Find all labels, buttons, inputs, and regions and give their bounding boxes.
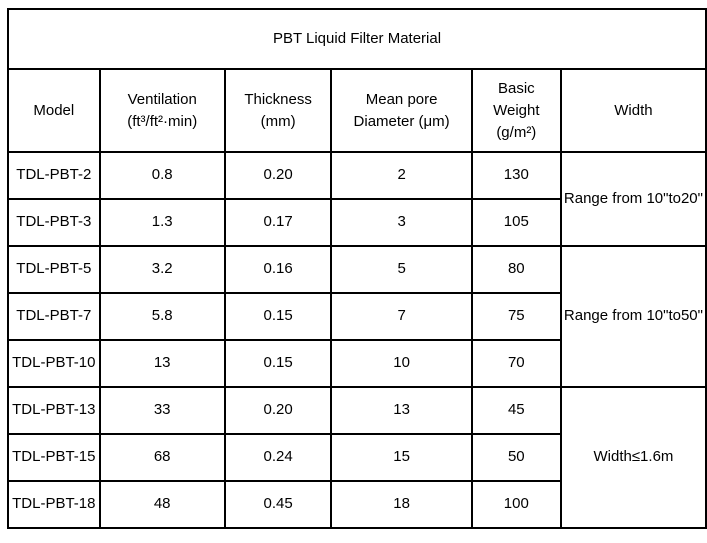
thickness-cell: 0.45 xyxy=(223,480,333,529)
ventilation-cell: 3.2 xyxy=(98,245,226,294)
model-cell: TDL-PBT-5 xyxy=(7,245,101,294)
col-header-width: Width xyxy=(559,68,707,153)
col-header-ventilation: Ventilation (ft³/ft²·min) xyxy=(98,68,226,153)
table-row: TDL-PBT-5 3.2 0.16 5 80 Range from 10"to… xyxy=(7,245,707,388)
header-line: Ventilation xyxy=(127,90,197,108)
mean-pore-cell: 2 xyxy=(330,151,473,200)
basic-weight-cell: 105 xyxy=(470,198,562,247)
ventilation-cell: 1.3 xyxy=(98,198,226,247)
mean-pore-cell: 15 xyxy=(330,433,473,482)
basic-weight-cell: 75 xyxy=(470,292,562,341)
header-line: Mean pore xyxy=(365,90,438,108)
model-cell: TDL-PBT-7 xyxy=(7,292,101,341)
basic-weight-cell: 70 xyxy=(470,339,562,388)
thickness-cell: 0.15 xyxy=(223,292,333,341)
table-row: TDL-PBT-13 33 0.20 13 45 Width≤1.6m xyxy=(7,386,707,529)
header-unit-line: (mm) xyxy=(260,112,296,130)
model-cell: TDL-PBT-13 xyxy=(7,386,101,435)
ventilation-cell: 33 xyxy=(98,386,226,435)
header-line: Thickness xyxy=(244,90,312,108)
header-line: Model xyxy=(33,101,75,119)
ventilation-cell: 0.8 xyxy=(98,151,226,200)
mean-pore-cell: 7 xyxy=(330,292,473,341)
col-header-thickness: Thickness (mm) xyxy=(223,68,333,153)
width-group-cell: Range from 10"to20" xyxy=(559,151,707,247)
basic-weight-cell: 100 xyxy=(470,480,562,529)
col-header-model: Model xyxy=(7,68,101,153)
model-cell: TDL-PBT-15 xyxy=(7,433,101,482)
basic-weight-cell: 130 xyxy=(470,151,562,200)
mean-pore-cell: 5 xyxy=(330,245,473,294)
thickness-cell: 0.20 xyxy=(223,151,333,200)
title-row: PBT Liquid Filter Material xyxy=(7,8,707,70)
thickness-cell: 0.17 xyxy=(223,198,333,247)
col-header-basic-weight: Basic Weight (g/m²) xyxy=(470,68,562,153)
width-group-cell: Width≤1.6m xyxy=(559,386,707,529)
table-title: PBT Liquid Filter Material xyxy=(7,8,707,70)
col-header-mean-pore: Mean pore Diameter (μm) xyxy=(330,68,473,153)
mean-pore-cell: 3 xyxy=(330,198,473,247)
model-cell: TDL-PBT-2 xyxy=(7,151,101,200)
table-row: TDL-PBT-2 0.8 0.20 2 130 Range from 10"t… xyxy=(7,151,707,247)
table-row: TDL-PBT-3 1.3 0.17 3 105 xyxy=(7,198,706,247)
header-unit-line: (ft³/ft²·min) xyxy=(127,112,198,130)
ventilation-cell: 5.8 xyxy=(98,292,226,341)
mean-pore-cell: 13 xyxy=(330,386,473,435)
header-unit-line: Diameter (μm) xyxy=(353,112,450,130)
mean-pore-cell: 18 xyxy=(330,480,473,529)
basic-weight-cell: 80 xyxy=(470,245,562,294)
ventilation-cell: 68 xyxy=(98,433,226,482)
table-row: TDL-PBT-10 13 0.15 10 70 xyxy=(7,339,706,388)
width-group-cell: Range from 10"to50" xyxy=(559,245,707,388)
header-line: Width xyxy=(614,101,653,119)
model-cell: TDL-PBT-3 xyxy=(7,198,101,247)
model-cell: TDL-PBT-10 xyxy=(7,339,101,388)
header-row: Model Ventilation (ft³/ft²·min) Thicknes… xyxy=(7,68,707,153)
mean-pore-cell: 10 xyxy=(330,339,473,388)
thickness-cell: 0.20 xyxy=(223,386,333,435)
basic-weight-cell: 45 xyxy=(470,386,562,435)
ventilation-cell: 13 xyxy=(98,339,226,388)
model-cell: TDL-PBT-18 xyxy=(7,480,101,529)
thickness-cell: 0.15 xyxy=(223,339,333,388)
header-line: Basic xyxy=(497,79,535,97)
spec-table-container: PBT Liquid Filter Material Model Ventila… xyxy=(7,8,707,529)
ventilation-cell: 48 xyxy=(98,480,226,529)
thickness-cell: 0.16 xyxy=(223,245,333,294)
table-row: TDL-PBT-7 5.8 0.15 7 75 xyxy=(7,292,706,341)
thickness-cell: 0.24 xyxy=(223,433,333,482)
header-unit-line: (g/m²) xyxy=(496,123,537,141)
basic-weight-cell: 50 xyxy=(470,433,562,482)
pbt-spec-table: PBT Liquid Filter Material Model Ventila… xyxy=(7,8,707,529)
table-row: TDL-PBT-18 48 0.45 18 100 xyxy=(7,480,706,529)
table-row: TDL-PBT-15 68 0.24 15 50 xyxy=(7,433,706,482)
header-line: Weight xyxy=(493,101,540,119)
